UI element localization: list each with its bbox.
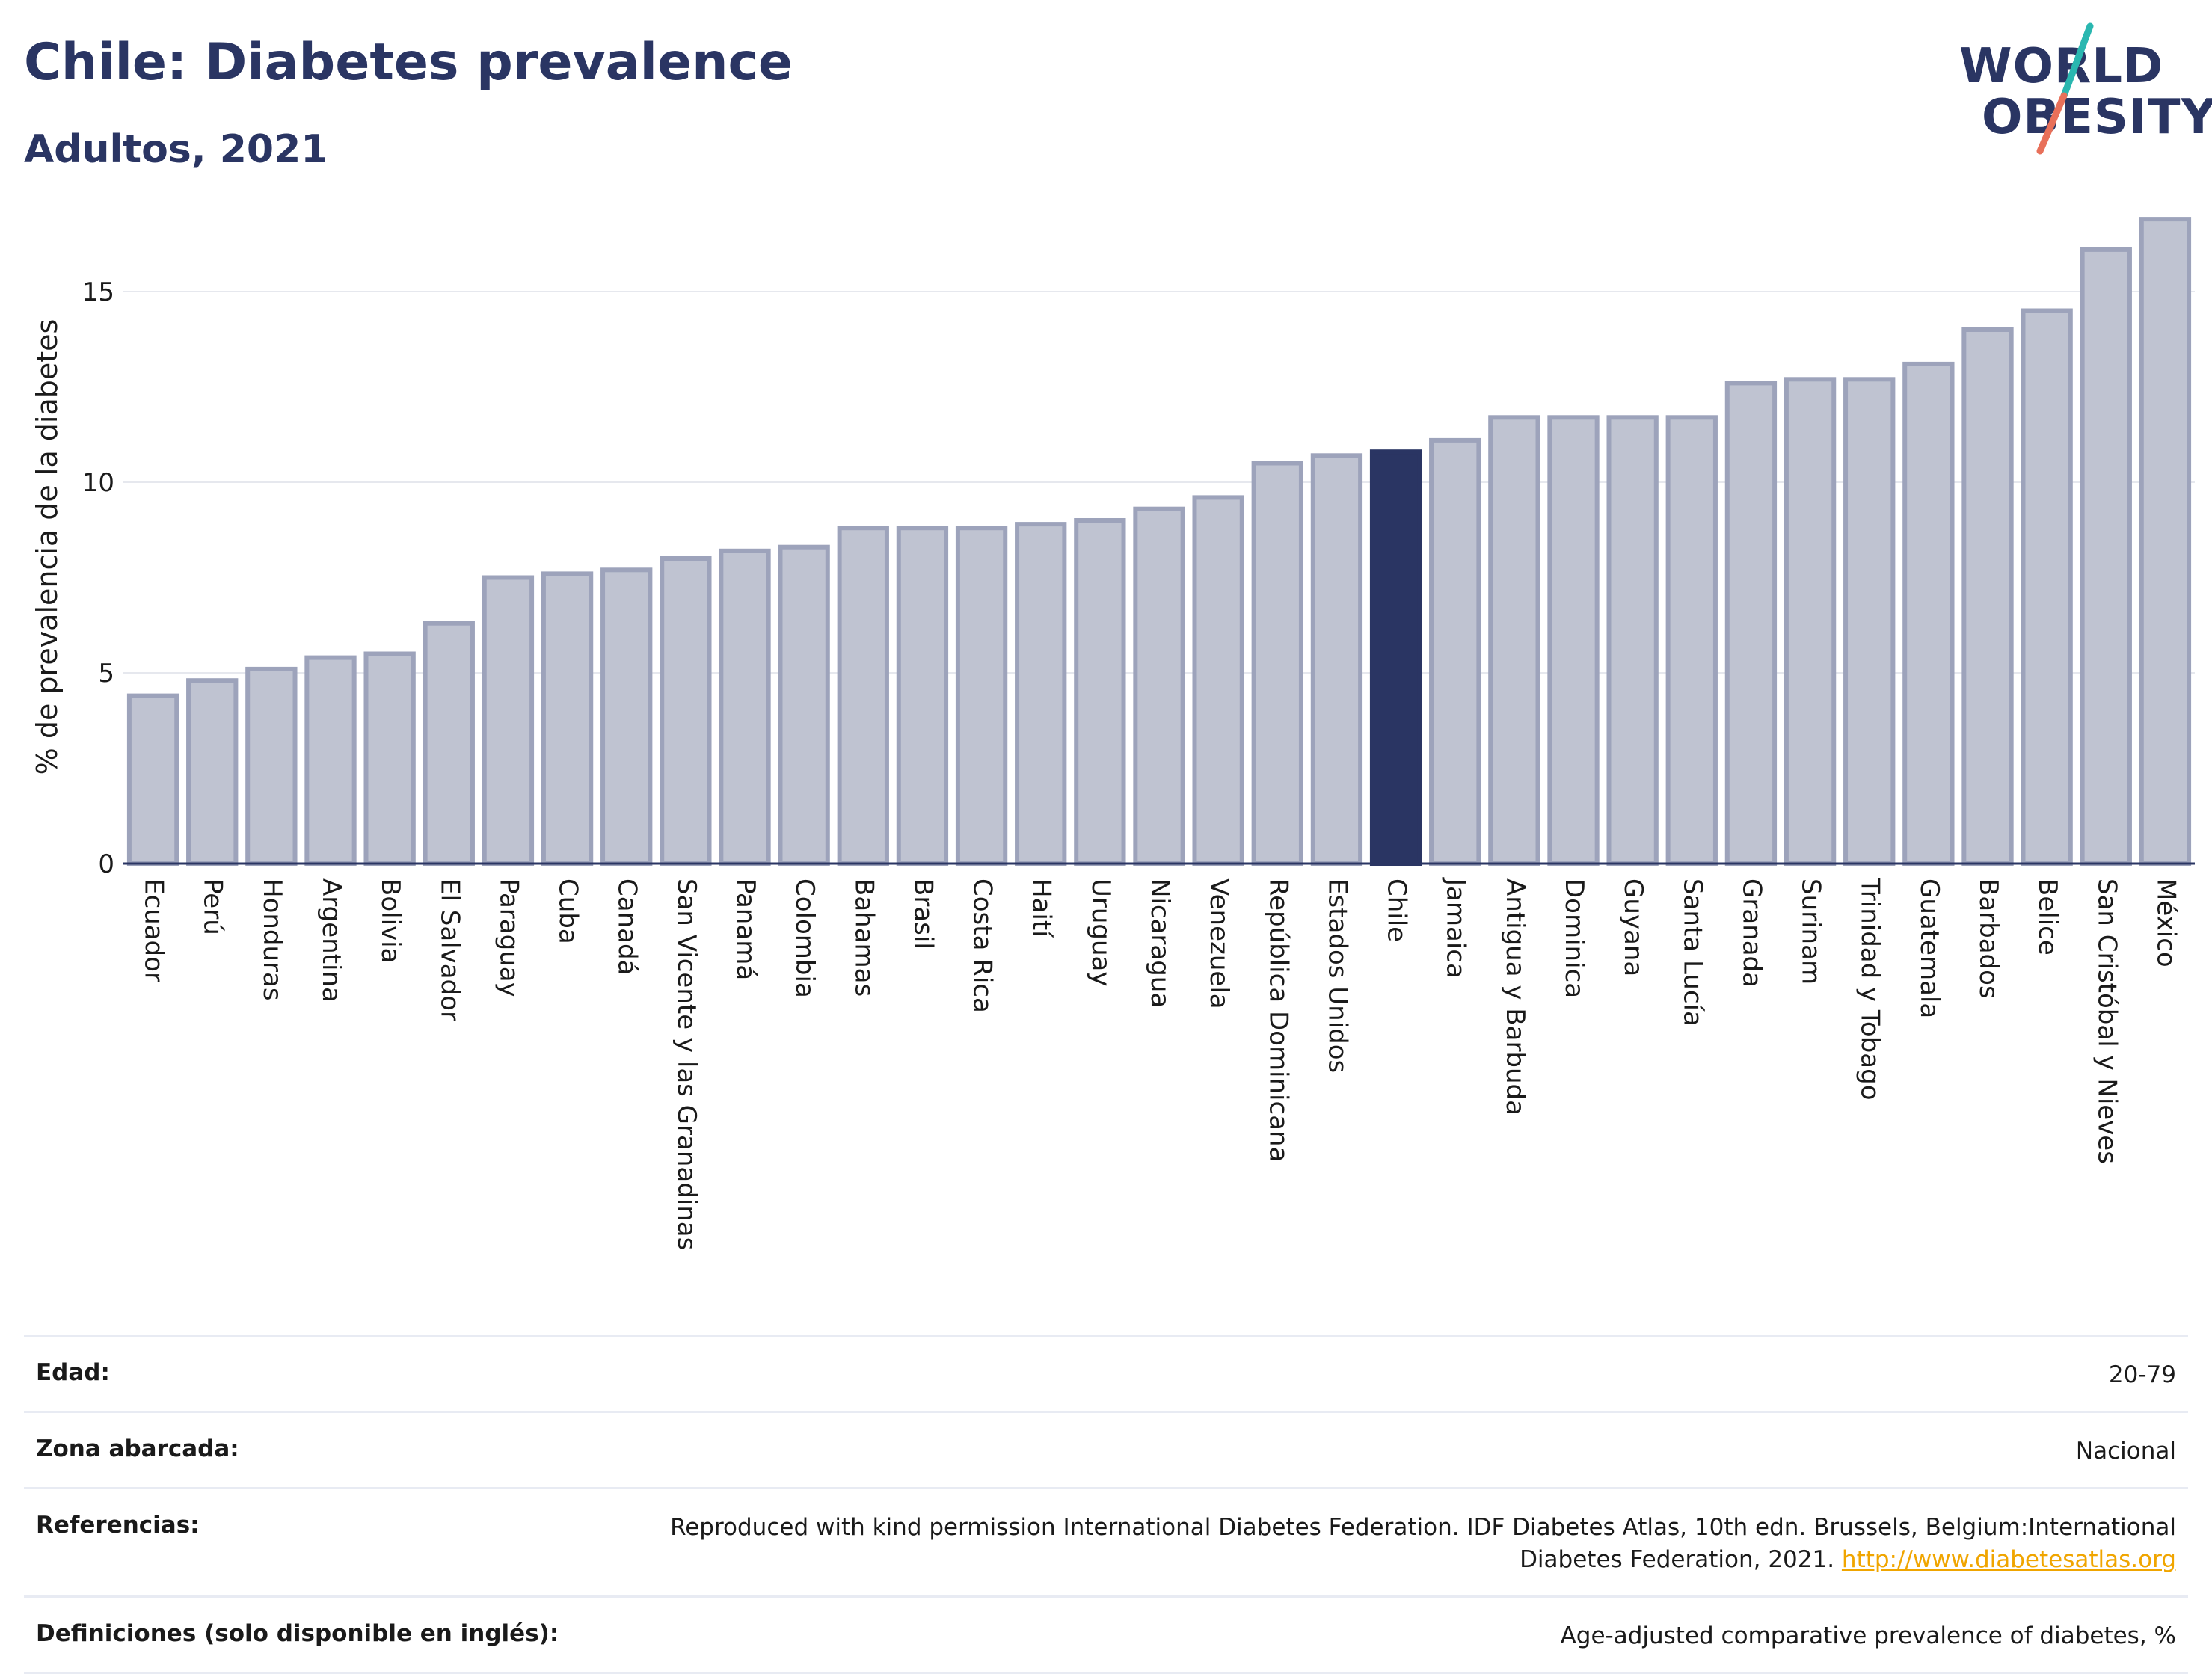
x-tick-label: Honduras [257,878,287,1001]
x-tick-label: Panamá [731,878,761,980]
bar [2021,308,2073,866]
x-tick-label: Estados Unidos [1322,878,1352,1073]
bar [245,666,298,867]
x-tick-label: Ecuador [139,878,169,982]
y-tick-label: 10 [82,468,114,498]
y-tick-label: 0 [98,849,114,879]
bar [1429,437,1481,866]
meta-row-references: Referencias: Reproduced with kind permis… [24,1487,2188,1595]
bar [1074,518,1126,866]
x-tick-label: Surinam [1796,878,1826,985]
meta-value: Nacional [2075,1438,2176,1465]
bar [1724,381,1778,866]
bar [423,621,475,866]
x-tick-label: Dominica [1559,878,1589,998]
meta-key: Referencias: [36,1512,200,1539]
x-tick-label: San Vicente y las Granadinas [672,878,701,1250]
x-tick-label: Argentina [316,878,346,1003]
x-tick-label: Nicaragua [1145,878,1175,1008]
x-tick-label: Costa Rica [968,878,998,1013]
x-tick-label: Brasil [908,878,938,950]
bar [1902,361,1955,866]
bar [660,556,712,866]
bar [896,526,949,866]
meta-row-age: Edad: 20-79 [24,1335,2188,1411]
x-tick-label: México [2151,878,2181,967]
bar [304,655,357,866]
x-tick-label: Santa Lucía [1677,878,1707,1027]
bar [1015,522,1067,866]
x-tick-label: Bahamas [849,878,879,997]
x-tick-label: Jamaica [1441,877,1471,979]
bar [1251,461,1303,866]
chart-subtitle: Adultos, 2021 [24,127,328,172]
bar [2139,217,2192,867]
bar [482,575,535,866]
reference-text: Reproduced with kind permission Internat… [670,1514,2176,1573]
x-tick-label: Venezuela [1204,878,1234,1009]
x-tick-label: Haití [1027,878,1057,938]
x-tick-label: Trinidad y Tobago [1855,878,1885,1101]
x-tick-label: Perú [198,878,228,935]
bar [363,651,416,866]
meta-key: Zona abarcada: [36,1435,239,1462]
bar [186,678,239,867]
x-tick-label: Paraguay [494,878,523,997]
bar [1369,449,1422,866]
bar [2080,247,2132,866]
x-tick-label: Canadá [612,878,642,975]
bar [1665,415,1718,866]
bar [1133,506,1185,866]
y-axis-label: % de prevalencia de la diabetes [31,319,64,775]
bar [1961,327,2014,866]
x-tick-label: Colombia [790,878,820,998]
meta-value: Age-adjusted comparative prevalence of d… [1560,1622,2176,1649]
bar [126,693,179,866]
chart-title: Chile: Diabetes prevalence [24,33,793,92]
bar [1843,377,1896,866]
bar [1606,415,1659,866]
bar [1547,415,1600,866]
bar [541,571,594,867]
x-tick-label: Cuba [553,878,583,944]
logo-slash-icon [2036,22,2094,155]
meta-value: 20-79 [2108,1361,2176,1388]
y-tick-label: 5 [98,659,114,689]
x-tick-label: San Cristóbal y Nieves [2092,878,2122,1164]
meta-key: Edad: [36,1359,110,1386]
x-tick-label: Barbados [1973,878,2003,999]
x-tick-label: Antigua y Barbuda [1500,878,1530,1116]
x-tick-label: Uruguay [1086,878,1116,987]
bar [1488,415,1540,866]
bar [1784,377,1837,866]
x-tick-label: Guatemala [1914,878,1944,1018]
metadata-table: Edad: 20-79 Zona abarcada: Nacional Refe… [24,1335,2188,1674]
logo-word-1: WORLD [1959,39,2164,94]
meta-value: Reproduced with kind permission Internat… [621,1512,2176,1576]
reference-link[interactable]: http://www.diabetesatlas.org [1841,1546,2176,1573]
bar [600,567,653,866]
x-tick-label: Chile [1382,878,1412,942]
world-obesity-logo[interactable]: WORLD OBESITY [1952,22,2212,157]
bar [719,548,771,866]
bar-chart: 0 5 10 15 % de prevalencia de la diabetes Ecu… [31,217,2195,1250]
meta-row-area: Zona abarcada: Nacional [24,1411,2188,1487]
x-tick-label: El Salvador [434,878,464,1021]
x-tick-label: Belice [2033,878,2062,956]
x-tick-label: República Dominicana [1263,878,1293,1162]
bar [955,526,1008,866]
bar [1310,453,1363,866]
x-tick-label: Guyana [1618,878,1648,976]
bar [837,526,889,866]
x-tick-label: Granada [1736,878,1766,988]
bar [778,544,830,866]
meta-key: Definiciones (solo disponible en inglés)… [36,1620,559,1647]
logo-word-2: OBESITY [1982,90,2212,145]
y-tick-label: 15 [82,277,114,307]
bar [1192,495,1244,867]
x-tick-label: Bolivia [375,878,405,963]
meta-row-definitions: Definiciones (solo disponible en inglés)… [24,1595,2188,1674]
